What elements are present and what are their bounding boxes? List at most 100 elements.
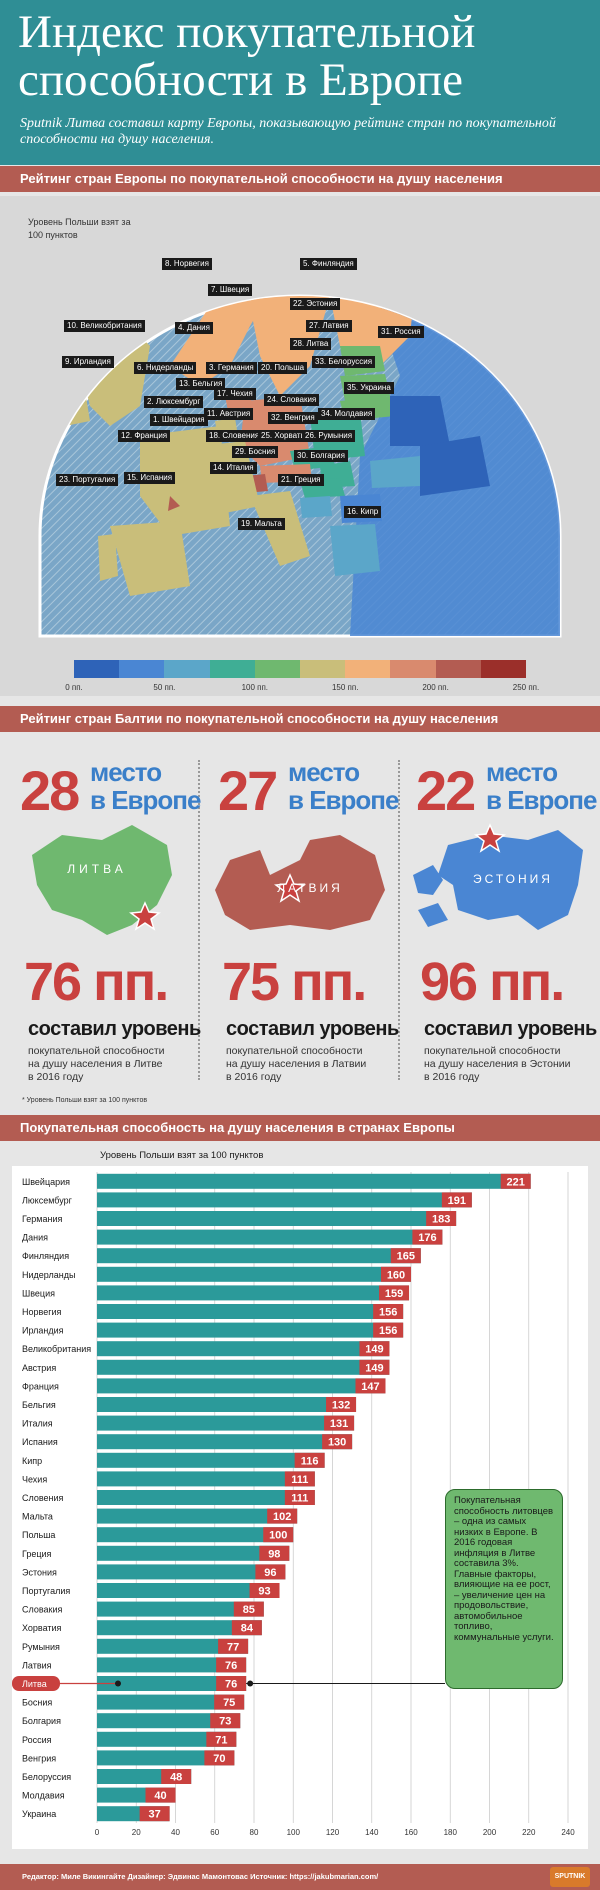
value-box	[216, 1676, 247, 1691]
highlight-dot	[115, 1680, 121, 1687]
category-label: Франция	[22, 1381, 59, 1391]
value-box	[145, 1787, 176, 1803]
europe-map: Уровень Польши взят за 100 пунктов 8. Но…	[0, 196, 600, 696]
pp-estonia: 96 пп.	[420, 952, 565, 1012]
scale-swatch	[209, 660, 255, 678]
category-label: Швеция	[22, 1288, 55, 1298]
map-country-label: 6. Нидерланды	[134, 362, 197, 374]
map-country-label: 23. Португалия	[56, 474, 119, 486]
bar	[97, 1452, 325, 1468]
category-label: Мальта	[22, 1512, 53, 1522]
value-box	[231, 1620, 262, 1636]
x-tick-label: 200	[483, 1828, 497, 1837]
value-label: 221	[507, 1176, 525, 1188]
rank-lithuania: 28	[20, 759, 80, 822]
value-box	[139, 1806, 170, 1822]
value-label: 131	[330, 1418, 348, 1430]
map-country-label: 25. Хорватия	[258, 430, 313, 442]
value-box	[373, 1322, 404, 1338]
highlight-pill	[12, 1676, 60, 1691]
bar	[97, 1657, 247, 1673]
bar	[97, 1359, 390, 1375]
value-box	[381, 1266, 411, 1282]
color-scale	[74, 660, 527, 678]
category-label: Хорватия	[22, 1623, 62, 1633]
category-label: Венгрия	[22, 1753, 56, 1763]
scale-swatch	[435, 660, 481, 678]
value-box	[214, 1694, 245, 1710]
bar	[97, 1285, 410, 1301]
category-label: Босния	[22, 1698, 52, 1708]
category-label: Великобритания	[22, 1344, 91, 1354]
value-label: 160	[387, 1269, 405, 1281]
category-label: Норвегия	[22, 1307, 62, 1317]
map-country-label: 30. Болгария	[294, 450, 348, 462]
map-country-label: 9. Ирландия	[62, 356, 114, 368]
value-label: 130	[328, 1437, 346, 1449]
value-box	[206, 1731, 237, 1747]
scale-swatch	[164, 660, 210, 678]
header: Индекс покупательной способности в Европ…	[0, 0, 600, 165]
category-label: Испания	[22, 1437, 58, 1447]
bar	[97, 1676, 247, 1691]
map-country-label: 1. Швейцария	[150, 414, 208, 426]
baltic-note: * Уровень Польши взят за 100 пунктов	[22, 1097, 148, 1104]
category-label: Дания	[22, 1233, 48, 1243]
value-label: 48	[170, 1772, 182, 1784]
bar	[97, 1694, 245, 1710]
bar	[97, 1731, 237, 1747]
value-label: 111	[291, 1493, 308, 1505]
bar	[97, 1173, 531, 1189]
map-country-label: 24. Словакия	[264, 394, 320, 406]
value-label: 116	[301, 1455, 319, 1467]
x-tick-label: 120	[326, 1828, 340, 1837]
map-country-label: 29. Босния	[232, 446, 279, 458]
map-country-label: 27. Латвия	[306, 320, 352, 332]
bar	[97, 1545, 290, 1561]
map-country-label: 19. Мальта	[238, 518, 285, 530]
value-box	[218, 1638, 249, 1654]
bar	[97, 1750, 235, 1766]
latvia-map: ЛАТВИЯ	[215, 835, 385, 930]
x-tick-label: 160	[404, 1828, 418, 1837]
latvia-name: ЛАТВИЯ	[277, 881, 343, 895]
value-box	[326, 1397, 357, 1412]
scale-swatch	[300, 660, 346, 678]
category-label: Австрия	[22, 1363, 56, 1373]
rank-estonia: 22	[416, 759, 476, 822]
map-country-label: 28. Литва	[290, 338, 332, 350]
bar	[97, 1415, 355, 1431]
category-label: Ирландия	[22, 1326, 64, 1336]
map-country-label: 33. Белоруссия	[312, 356, 376, 368]
value-label: 149	[365, 1362, 383, 1374]
category-label: Эстония	[22, 1567, 57, 1577]
bar	[97, 1341, 390, 1357]
category-label: Швейцария	[22, 1177, 70, 1187]
category-label: Болгария	[22, 1716, 61, 1726]
value-box	[259, 1545, 290, 1561]
rank-latvia: 27	[218, 759, 278, 822]
bar	[97, 1322, 404, 1338]
value-label: 183	[432, 1214, 450, 1226]
scale-swatch	[254, 660, 301, 678]
scale-swatch	[74, 660, 120, 678]
map-country-label: 12. Франция	[118, 430, 171, 442]
map-country-label: 13. Бельгия	[176, 378, 226, 390]
scale-swatch	[119, 660, 165, 678]
estonia-map: ЭСТОНИЯ	[413, 823, 583, 930]
category-label: Украина	[22, 1809, 56, 1819]
rank-text-estonia: место в Европе	[486, 757, 597, 815]
scale-label: 150 пп.	[331, 683, 359, 692]
scale-label: 250 пп.	[512, 683, 540, 692]
desc-lithuania: покупательной способности на душу населен…	[28, 1045, 165, 1083]
map-country-label: 11. Австрия	[204, 408, 254, 420]
map-country-label: 10. Великобритания	[64, 320, 145, 332]
map-country-label: 17. Чехия	[214, 388, 256, 400]
scale-label: 50 пп.	[153, 683, 176, 692]
scale-label: 0 пп.	[65, 683, 83, 692]
value-box	[233, 1601, 264, 1617]
scale-swatch	[480, 660, 527, 678]
value-label: 71	[215, 1734, 227, 1746]
x-tick-label: 0	[95, 1828, 100, 1837]
estonia-name: ЭСТОНИЯ	[473, 872, 553, 886]
